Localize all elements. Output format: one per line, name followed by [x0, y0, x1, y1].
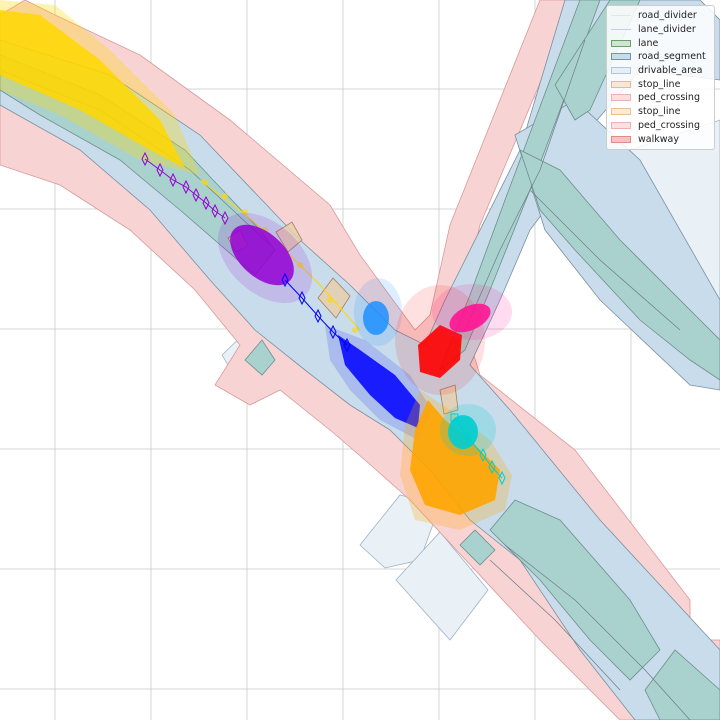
trajectory-point	[202, 195, 210, 211]
legend-swatch	[611, 15, 631, 17]
legend-label: lane	[638, 37, 659, 49]
legend-label: lane_divider	[638, 24, 696, 36]
legend-item-road-divider: road_divider	[611, 9, 711, 23]
legend-swatch	[611, 53, 631, 61]
stop-line	[275, 221, 303, 253]
legend-label: walkway	[638, 133, 679, 145]
prediction-cloud	[338, 335, 420, 428]
lane-divider	[529, 189, 681, 331]
trajectory-markers	[141, 151, 229, 226]
trajectory-point	[182, 179, 190, 195]
trajectory-point	[169, 172, 177, 188]
trajectory-point	[464, 430, 472, 446]
trajectory-markers	[202, 179, 358, 333]
trajectory-point	[352, 327, 358, 333]
prediction-cloud-halo	[354, 278, 402, 346]
legend-item-drivable-area: drivable_area	[611, 64, 711, 78]
trajectory-point	[488, 459, 496, 475]
map-legend: road_divider lane_divider lane road_segment…	[606, 5, 715, 150]
legend-item-lane-divider: lane_divider	[611, 23, 711, 37]
legend-label: ped_crossing	[638, 92, 700, 104]
trajectory-point	[281, 272, 289, 288]
stop-line	[439, 384, 459, 415]
legend-swatch	[611, 94, 631, 102]
trajectory-point	[221, 210, 229, 226]
agent-blue	[281, 272, 432, 440]
lane-divider	[489, 559, 621, 691]
legend-label: road_divider	[638, 10, 697, 22]
prediction-cloud	[0, 10, 185, 168]
lane	[244, 339, 276, 376]
prediction-cloud	[363, 301, 389, 335]
prediction-cloud	[410, 400, 500, 515]
trajectory-point	[450, 413, 459, 422]
legend-item-ped-crossing: ped_crossing	[611, 119, 711, 133]
legend-swatch	[611, 67, 631, 75]
trajectory-point	[141, 151, 149, 167]
trajectory-point	[297, 262, 303, 268]
trajectory-point	[298, 290, 306, 306]
lane-divider	[464, 39, 586, 331]
trajectory-point	[329, 324, 337, 340]
lane	[519, 149, 720, 381]
trajectory-point	[327, 297, 333, 303]
trajectory-markers	[450, 413, 506, 486]
prediction-cloud-halo	[325, 325, 432, 440]
trajectory-point	[479, 447, 487, 463]
trajectory-point	[498, 470, 506, 486]
legend-item-stop-line: stop_line	[611, 105, 711, 119]
legend-swatch	[611, 29, 631, 31]
legend-item-lane: lane	[611, 36, 711, 50]
trajectory-point	[222, 193, 228, 199]
trajectory-line	[284, 279, 348, 346]
trajectory-point	[242, 209, 248, 215]
prediction-cloud	[230, 224, 294, 286]
prediction-cloud	[418, 325, 462, 378]
stop-line	[317, 277, 351, 319]
legend-item-stop-line: stop_line	[611, 77, 711, 91]
legend-swatch	[611, 39, 631, 47]
prediction-cloud-halo	[440, 404, 496, 456]
trajectory-point	[192, 187, 200, 203]
legend-item-road-segment: road_segment	[611, 50, 711, 64]
lane	[644, 649, 720, 720]
trajectory-point	[211, 203, 219, 219]
legend-swatch	[611, 80, 631, 88]
prediction-cloud-halo	[432, 284, 512, 340]
legend-swatch	[611, 121, 631, 129]
legend-label: stop_line	[638, 78, 681, 90]
trajectory-line	[454, 417, 503, 479]
trajectory-point	[343, 337, 351, 353]
lane-divider	[504, 544, 691, 720]
agent-deeppink	[432, 284, 512, 340]
legend-item-walkway: walkway	[611, 132, 711, 146]
agent-dodgerblue	[354, 278, 402, 346]
drivable-area	[359, 494, 441, 569]
legend-label: road_segment	[638, 51, 706, 63]
legend-swatch	[611, 108, 631, 116]
agent-purple	[141, 151, 313, 304]
lane	[489, 499, 661, 681]
legend-label: stop_line	[638, 106, 681, 118]
lane	[459, 529, 496, 566]
drivable-area	[395, 531, 489, 641]
prediction-cloud-halo	[0, 0, 200, 175]
legend-label: drivable_area	[638, 65, 703, 77]
agent-cyan	[440, 404, 506, 486]
legend-item-ped-crossing: ped_crossing	[611, 91, 711, 105]
agent-orange	[400, 390, 512, 530]
prediction-cloud-halo	[400, 390, 512, 530]
legend-swatch	[611, 135, 631, 143]
agent-trajectories	[0, 0, 512, 530]
prediction-cloud	[449, 303, 491, 333]
legend-label: ped_crossing	[638, 119, 700, 131]
trajectory-point	[156, 162, 164, 178]
prediction-cloud-halo	[217, 212, 313, 304]
trajectory-markers	[281, 272, 351, 353]
trajectory-point	[202, 179, 208, 185]
trajectory-point	[314, 308, 322, 324]
